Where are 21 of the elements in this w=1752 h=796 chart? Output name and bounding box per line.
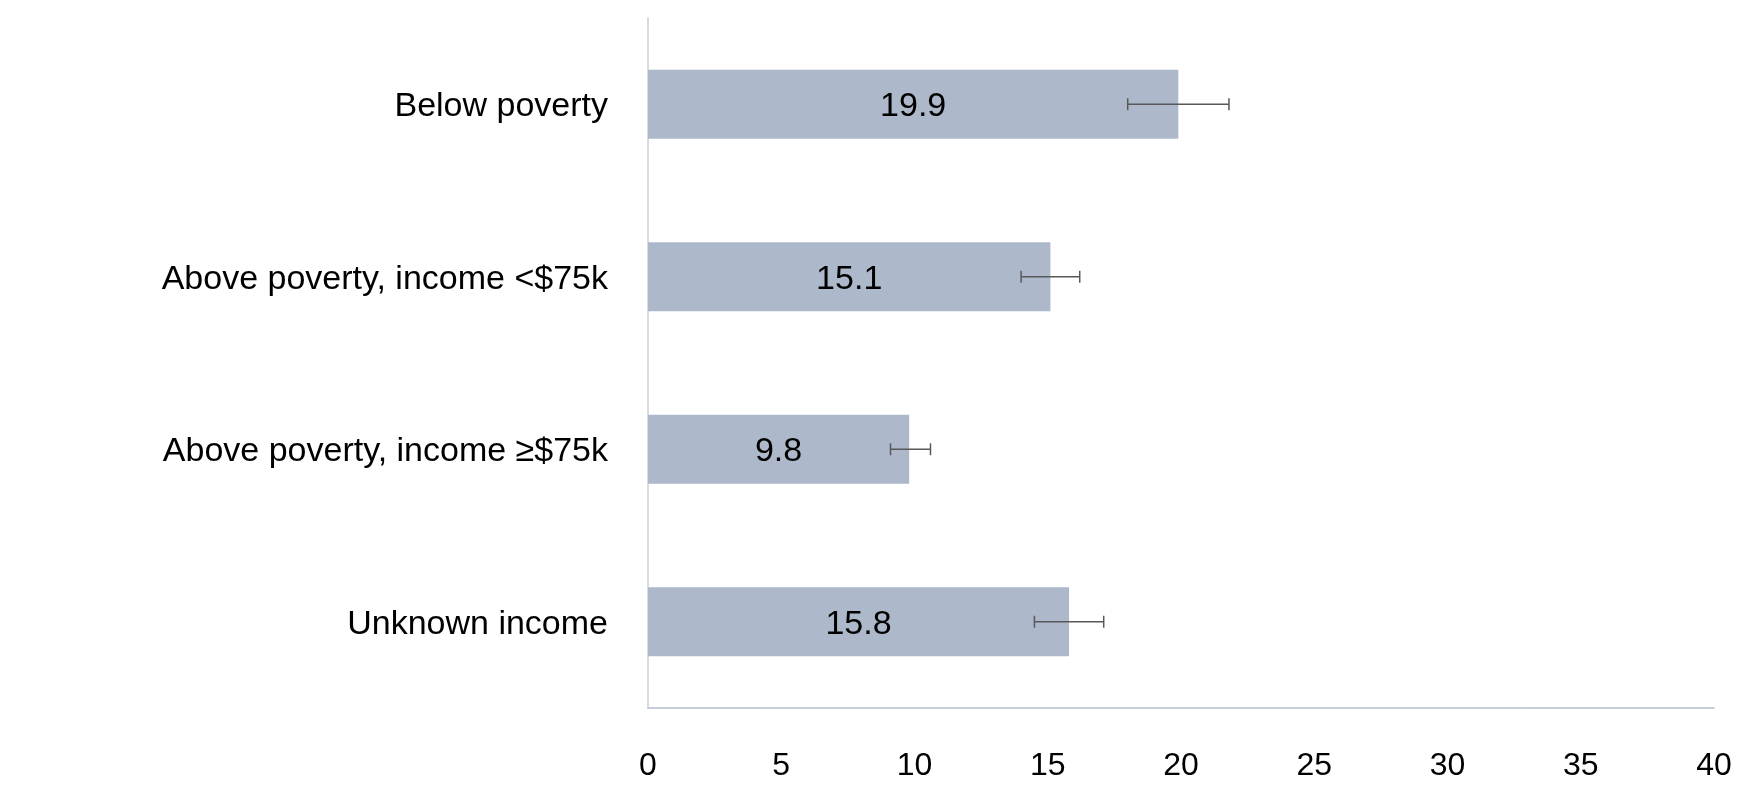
data-label: 9.8: [754, 430, 803, 469]
data-label: 15.8: [825, 602, 892, 641]
x-tick-label: 35: [1562, 746, 1599, 782]
data-label: 15.1: [816, 257, 883, 296]
x-tick-label: 15: [1029, 746, 1066, 782]
x-tick-label: 25: [1296, 746, 1333, 782]
bar: [648, 414, 910, 484]
bar: [648, 242, 1051, 312]
bar: [648, 69, 1179, 139]
y-tick-label: Above poverty, income ≥$75k: [162, 430, 609, 469]
x-tick-label: 20: [1163, 746, 1199, 782]
x-tick-label: 0: [639, 746, 657, 782]
x-tick-label: 40: [1696, 746, 1732, 782]
x-tick-label: 5: [772, 746, 791, 782]
x-tick-label: 10: [896, 746, 933, 782]
bar: [648, 587, 1070, 657]
data-label: 19.9: [880, 85, 947, 124]
y-tick-label: Below poverty: [394, 85, 608, 124]
x-tick-label: 30: [1429, 746, 1466, 782]
y-tick-label: Above poverty, income <$75k: [161, 257, 609, 296]
y-tick-label: Unknown income: [347, 602, 608, 641]
